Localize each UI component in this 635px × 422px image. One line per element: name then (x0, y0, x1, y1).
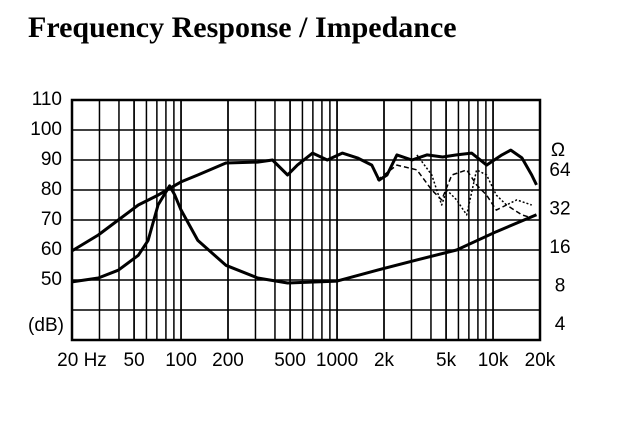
x-tick-label: 200 (212, 350, 244, 371)
x-tick-label: 100 (165, 350, 197, 371)
y-tick-label: 110 (32, 89, 62, 110)
y2-tick-label: 32 (549, 198, 570, 219)
y2-tick-label: 64 (549, 160, 571, 181)
x-tick-label: 2k (374, 350, 395, 371)
series-line (376, 164, 532, 219)
x-tick-label: 500 (274, 350, 306, 371)
x-tick-label: 20k (525, 350, 556, 371)
x-tick-label: 1000 (316, 350, 358, 371)
y-tick-label: 100 (30, 119, 62, 140)
y2-axis-label: Ω (551, 140, 565, 161)
x-tick-label: 10k (478, 350, 509, 371)
y2-tick-label: 16 (549, 237, 570, 258)
y-axis-label: (dB) (28, 315, 64, 336)
plot-frame (70, 98, 542, 342)
y-tick-label: 60 (41, 239, 62, 260)
y-tick-label: 70 (41, 209, 62, 230)
y-tick-label: 50 (41, 269, 62, 290)
x-tick-label: 5k (436, 350, 457, 371)
x-tick-label: 50 (124, 350, 145, 371)
series-line (71, 148, 538, 253)
y-tick-label: 90 (41, 149, 62, 170)
series-line (71, 184, 538, 285)
series-line (416, 154, 532, 216)
y-tick-label: 80 (41, 179, 62, 200)
chart-title: Frequency Response / Impedance (28, 11, 457, 44)
y2-tick-label: 8 (555, 275, 566, 296)
x-tick-label: 20 Hz (57, 350, 107, 371)
y2-tick-label: 4 (555, 314, 566, 335)
